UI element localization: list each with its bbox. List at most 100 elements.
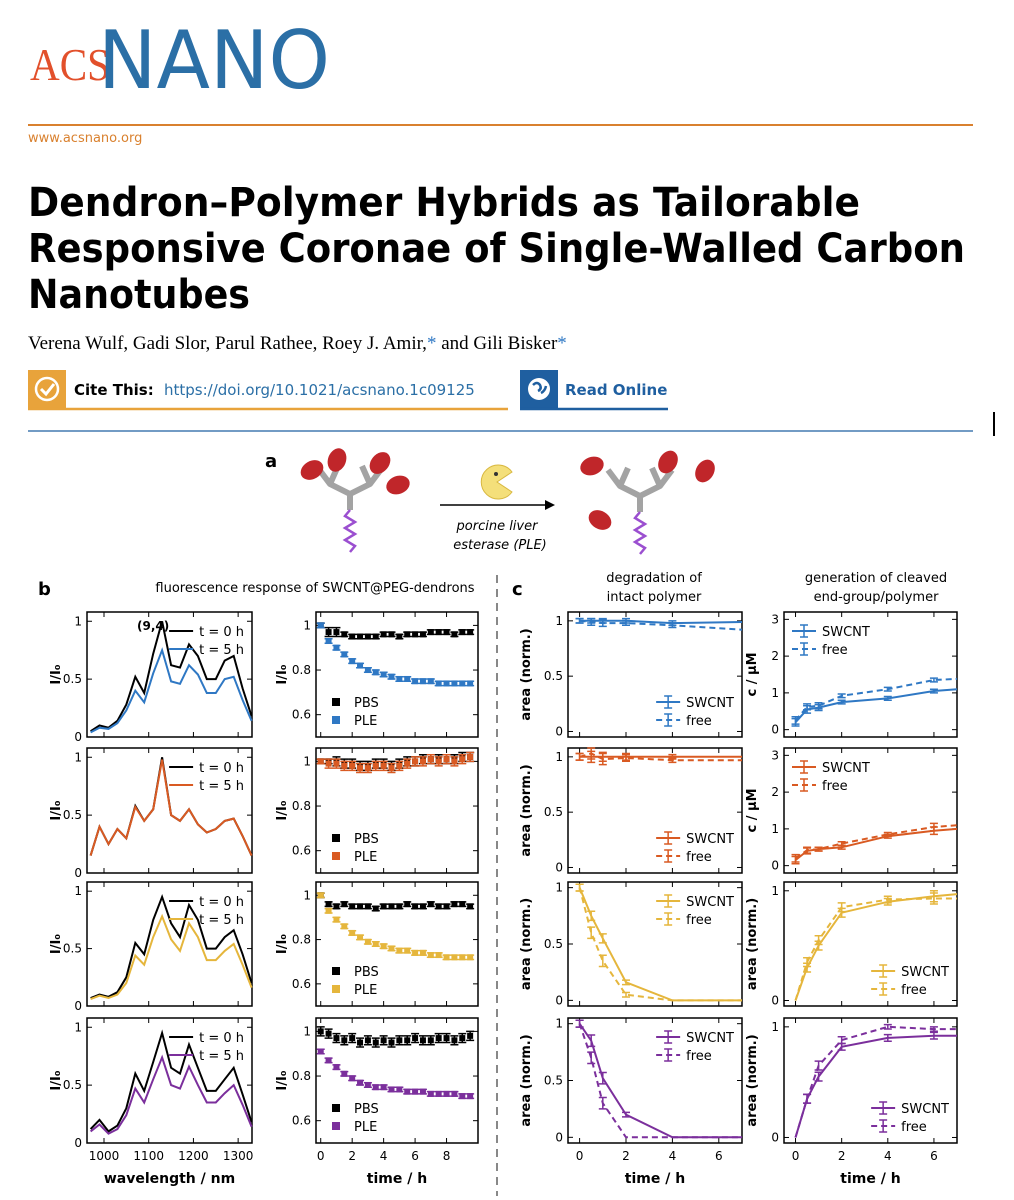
y-axis-label: c / μM <box>745 788 760 832</box>
x-tick-label: 6 <box>930 1149 938 1163</box>
data-point <box>357 934 364 941</box>
y-tick-label: 1 <box>303 618 311 632</box>
error-bar <box>587 926 596 940</box>
legend-label: free <box>686 714 712 729</box>
legend-label: t = 0 h <box>199 1031 244 1046</box>
legend-label: SWCNT <box>686 1031 734 1046</box>
plot-frame <box>86 747 253 874</box>
error-bar <box>587 747 596 760</box>
x-tick-label: 4 <box>884 1149 892 1163</box>
data-point <box>451 1037 458 1044</box>
data-point <box>372 941 379 947</box>
y-tick-label: 0 <box>771 859 779 873</box>
plot: 0 1 2 3 c / μM SWCNT free <box>745 747 958 874</box>
legend-label: t = 0 h <box>199 625 244 640</box>
legend-swatch <box>332 852 340 860</box>
plot: 00.51I/I₀(9,4) t = 0 ht = 5 h <box>49 611 253 744</box>
data-point <box>467 1093 474 1100</box>
y-tick-label: 3 <box>771 612 779 626</box>
data-point <box>427 952 434 959</box>
data-point <box>388 631 395 638</box>
cite-icon-ring <box>34 376 60 402</box>
journal-url[interactable]: www.acsnano.org <box>28 131 142 146</box>
legend-label: SWCNT <box>686 832 734 847</box>
x-tick-label: 6 <box>411 1149 419 1163</box>
data-point <box>435 952 442 959</box>
column-title: generation of cleaved <box>805 571 947 586</box>
y-tick-label: 1 <box>74 1020 82 1034</box>
data-point <box>451 680 458 687</box>
data-point <box>467 680 474 687</box>
error-bar <box>814 1071 823 1082</box>
data-point <box>459 629 466 636</box>
legend-label: SWCNT <box>901 965 949 980</box>
y-tick-label: 0.5 <box>544 937 563 951</box>
data-point <box>459 1035 466 1042</box>
data-point <box>396 1086 403 1093</box>
y-tick-label: 1 <box>74 614 82 628</box>
legend-label: SWCNT <box>822 625 870 640</box>
data-point <box>317 1028 324 1035</box>
error-bar <box>575 617 584 624</box>
data-point <box>325 760 332 767</box>
legend-label: t = 5 h <box>199 1049 244 1064</box>
plot: 0 0.5 1 I/I₀ t = 0 h t = 5 h <box>49 747 253 880</box>
error-bar <box>791 853 800 863</box>
y-tick-label: 2 <box>771 649 779 663</box>
error-bar <box>575 883 584 892</box>
data-point <box>443 954 450 961</box>
plot-frame <box>315 747 479 874</box>
reaction-label: esterase (PLE) <box>453 538 547 553</box>
data-point <box>325 638 332 645</box>
error-bar <box>575 1019 584 1028</box>
doi-link[interactable]: https://doi.org/10.1021/acsnano.1c09125 <box>164 381 475 399</box>
data-point <box>443 1035 450 1042</box>
x-tick-label: 4 <box>380 1149 388 1163</box>
y-tick-label: 0 <box>555 860 563 874</box>
error-bar <box>622 753 630 763</box>
data-point <box>364 667 371 674</box>
error-bar <box>587 1034 596 1048</box>
error-bar <box>622 1111 630 1118</box>
column-title: intact polymer <box>607 590 702 605</box>
data-point <box>341 923 348 930</box>
legend-swatch <box>879 964 888 978</box>
legend-label: free <box>822 779 848 794</box>
error-bar <box>598 618 607 628</box>
column-title: degradation of <box>606 571 702 586</box>
legend-label: free <box>901 1120 927 1135</box>
error-bar <box>803 846 812 854</box>
plot: 0 1 0 2 4 6 area (norm.) time / h SWCNT free <box>745 1017 958 1187</box>
plot: 0.6 0.8 1 I/I₀ PBS PLE <box>275 747 479 874</box>
read-online-link[interactable]: Read Online <box>565 381 667 399</box>
y-tick-label: 1 <box>555 614 563 628</box>
data-point <box>341 901 348 908</box>
error-bar <box>668 757 677 764</box>
data-point <box>419 949 426 956</box>
legend-swatch <box>664 713 673 727</box>
data-point <box>419 1037 426 1044</box>
y-axis-label: I/I₀ <box>49 664 64 684</box>
y-tick-label: 0.8 <box>292 663 311 677</box>
legend-swatch <box>332 967 340 975</box>
data-point <box>404 675 411 682</box>
y-tick-label: 1 <box>74 750 82 764</box>
error-bar <box>883 895 892 904</box>
legend-label: PLE <box>354 714 377 729</box>
error-bar <box>883 686 892 692</box>
data-point <box>459 954 466 961</box>
y-tick-label: 0.8 <box>292 933 311 947</box>
y-tick-label: 0.5 <box>544 669 563 683</box>
y-tick-label: 3 <box>771 748 779 762</box>
legend-swatch <box>332 834 340 842</box>
legend-label: PBS <box>354 696 379 711</box>
error-bar <box>803 956 812 968</box>
data-point <box>459 680 466 687</box>
y-tick-label: 0.5 <box>63 942 82 956</box>
error-bar <box>837 902 846 913</box>
error-bar <box>598 933 607 944</box>
data-point <box>380 631 387 638</box>
data-point <box>427 901 434 908</box>
data-point <box>435 680 442 687</box>
